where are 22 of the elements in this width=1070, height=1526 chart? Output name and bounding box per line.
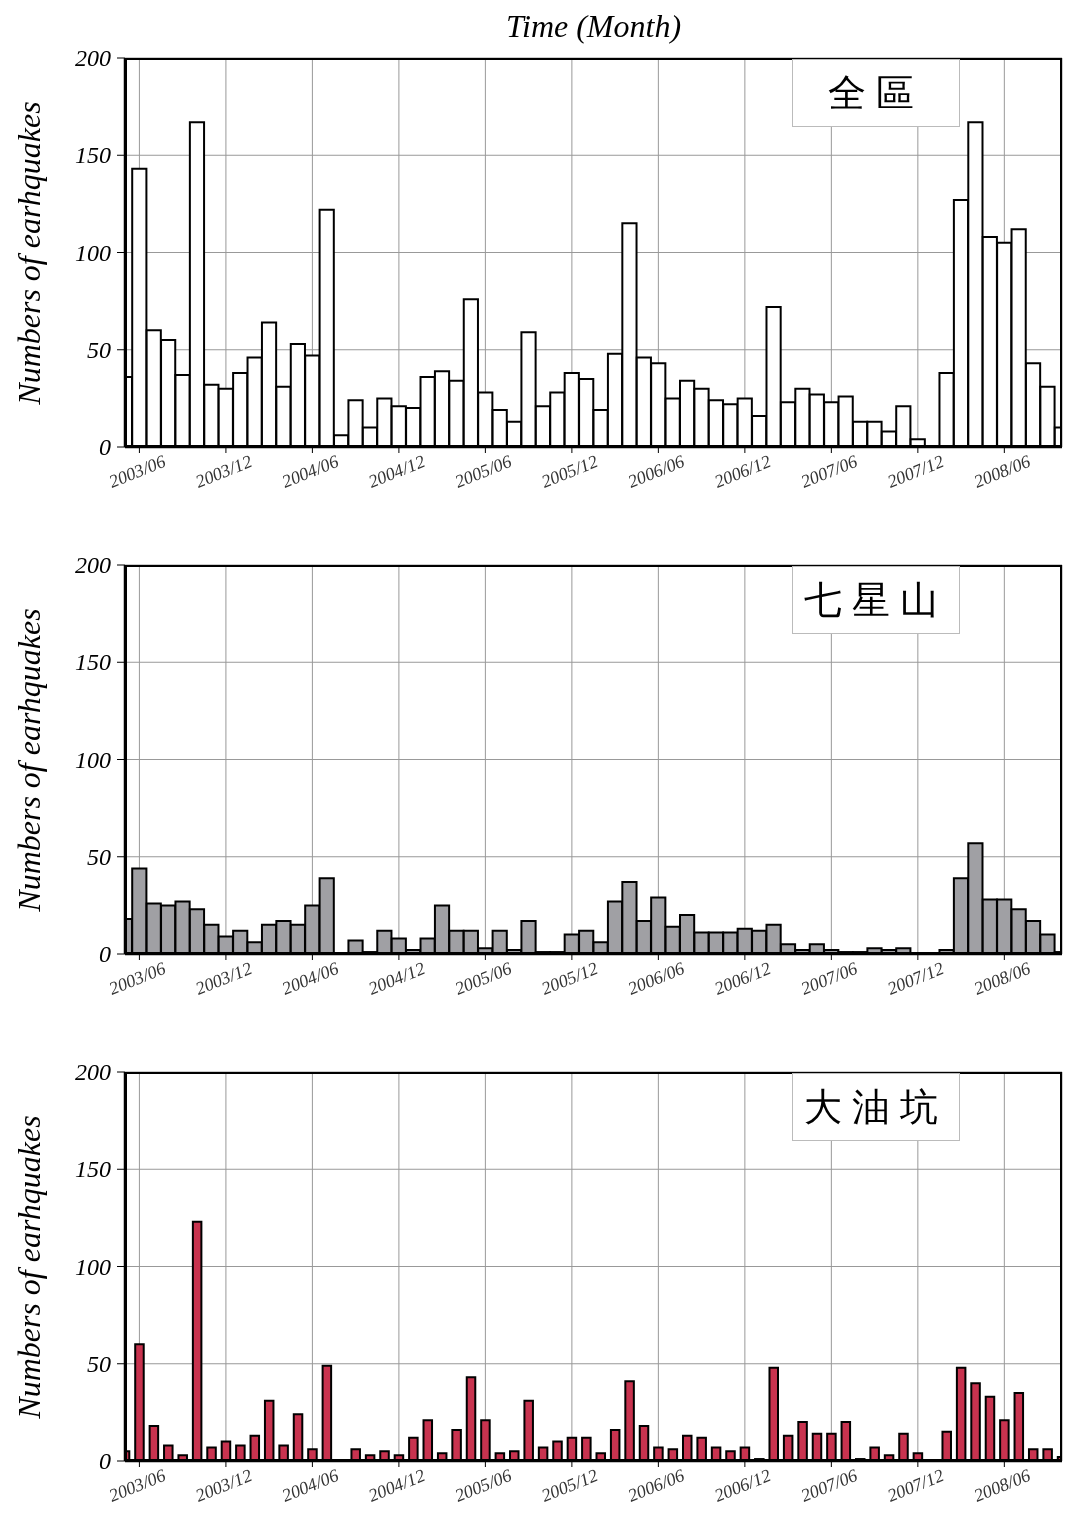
y-tick-label: 150 [75,649,111,676]
y-tick-label: 100 [75,746,111,773]
x-axis-title: Time (Month) [504,8,683,44]
y-tick-label: 0 [99,1448,111,1474]
y-tick-label: 200 [75,1059,111,1085]
y-tick-label: 150 [75,1156,111,1183]
chart-title: 全區 [792,59,960,127]
y-axis-title: Numbers of earhquakes [9,99,48,407]
y-tick-label: 50 [87,843,111,870]
y-tick-label: 100 [75,239,111,266]
y-tick-label: 50 [87,336,111,363]
y-tick-label: 100 [75,1253,111,1280]
y-tick-label: 50 [87,1350,111,1377]
y-tick-label: 150 [75,142,111,169]
chart-title: 大油坑 [792,1073,960,1141]
y-tick-label: 0 [99,434,111,460]
y-tick-label: 200 [75,45,111,71]
chart-title: 七星山 [792,566,960,634]
y-tick-label: 200 [75,552,111,578]
y-axis-title: Numbers of earhquakes [9,1113,48,1421]
y-tick-label: 0 [99,941,111,967]
y-axis-title: Numbers of earhquakes [9,606,48,914]
